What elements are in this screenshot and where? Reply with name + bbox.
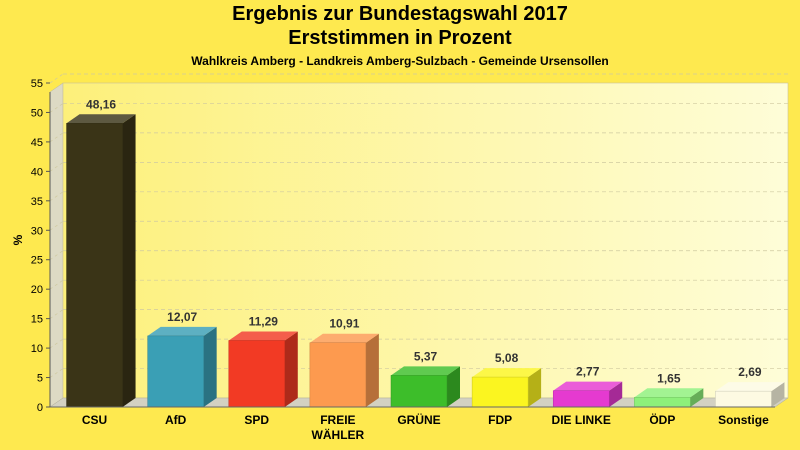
gridline-diag [49,220,64,231]
y-tick-label: 45 [31,137,43,149]
y-tick-label: 5 [37,373,43,385]
gridline-diag [49,132,64,143]
bar-front [309,342,367,408]
bar-side [771,382,785,407]
bar-front [390,375,448,408]
bar-side [690,388,704,407]
gridline-diag [49,191,64,202]
bar-front [715,390,772,408]
y-tick-label: 40 [31,166,43,178]
gridline-diag [49,309,64,319]
bar-front [471,376,529,408]
y-axis-label: % [11,234,25,245]
bar-side [203,326,217,407]
y-tick-label: 30 [31,225,43,237]
value-label: 2,69 [738,365,762,379]
bar-fdp: 5,08 [471,351,542,408]
bar-afd: 12,07 [147,310,217,408]
bar-csu: 48,16 [66,97,136,408]
y-axis: 0 5 10 15 20 25 30 35 40 45 50 55 [31,78,51,414]
category-label: Sonstige [718,413,769,427]
bar-die-linke: 2,77 [552,365,623,408]
category-label: SPD [244,413,269,427]
bar-front [552,390,610,408]
y-tick-label: 50 [31,107,43,119]
value-label: 1,65 [657,371,681,385]
y-tick-label: 10 [31,343,43,355]
bar-top [309,333,379,343]
gridline-diag [49,368,64,378]
bar-side [365,333,379,407]
side-wall [49,82,64,408]
bar-side [284,331,298,407]
gridline-diag [49,279,64,290]
category-label-line2: WÄHLER [312,427,365,442]
bar-side [122,114,136,407]
y-tick-label: 20 [31,284,43,296]
y-tick-label: 25 [31,255,43,267]
category-label: FDP [488,413,512,427]
bar-side [609,381,623,407]
value-label: 5,08 [495,351,519,365]
bar-spd: 11,29 [228,314,298,408]
bar-top [147,326,217,336]
category-label: AfD [165,413,187,427]
chart-title: Ergebnis zur Bundestagswahl 2017 [232,3,568,25]
value-label: 48,16 [86,97,116,111]
category-label: CSU [82,413,107,427]
chart-caption: Wahlkreis Amberg - Landkreis Amberg-Sulz… [191,54,609,68]
bar-front [147,335,204,408]
bar-front [634,397,691,408]
bar-top [472,368,542,378]
bar-top [553,381,623,391]
category-label: DIE LINKE [552,413,611,427]
value-label: 12,07 [167,310,197,324]
gridline-diag [49,338,64,349]
bars: 48,16 12,07 11,29 10,91 5,37 5,08 2,77 1,65 2,69 [66,97,785,408]
y-tick-label: 0 [37,402,43,414]
y-tick-label: 55 [31,78,43,90]
value-label: 5,37 [414,349,438,363]
bar-side [447,366,460,407]
bar-sonstige: 2,69 [715,365,785,408]
bar-ödp: 1,65 [634,371,704,408]
bar-top [66,114,136,124]
bar-side [528,368,542,407]
bar-top [634,388,704,398]
gridline-diag [49,250,64,261]
value-label: 10,91 [329,317,359,331]
bar-top [391,366,460,376]
bar-front [66,123,123,408]
bar-front [228,340,286,408]
y-tick-label: 15 [31,314,43,326]
bar-grüne: 5,37 [390,349,460,408]
value-label: 11,29 [249,314,279,328]
chart-subtitle: Erststimmen in Prozent [288,27,512,49]
gridline-diag [49,103,64,113]
category-label: FREIE [320,413,355,427]
bar-freie: 10,91 [309,317,379,408]
category-label: ÖDP [649,412,675,427]
category-label: GRÜNE [397,412,440,427]
bar-top [228,331,298,341]
value-label: 2,77 [576,365,600,379]
bar-top [715,382,785,392]
y-tick-label: 35 [31,196,43,208]
gridline-diag [49,73,64,84]
gridline-diag [49,162,64,172]
